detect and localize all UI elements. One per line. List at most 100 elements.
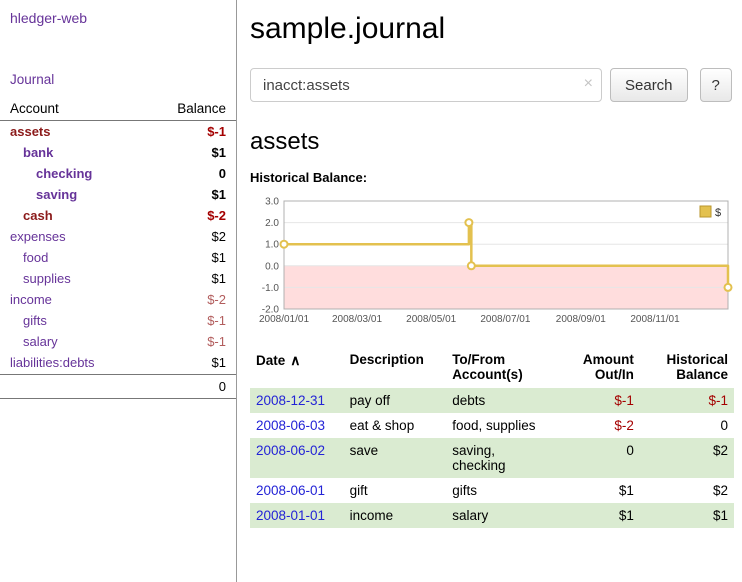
txn-balance-cell: $1	[712, 508, 728, 523]
txn-description-cell: income	[349, 508, 394, 523]
account-balance: $-1	[207, 334, 226, 349]
account-link[interactable]: assets	[10, 124, 51, 139]
page-title: sample.journal	[250, 12, 446, 45]
account-tree-row: food $1	[0, 247, 236, 268]
account-balance: $1	[211, 187, 226, 202]
account-tree-row: liabilities:debts $1	[0, 352, 236, 373]
txn-accounts-cell: gifts	[452, 483, 477, 498]
svg-text:1.0: 1.0	[265, 240, 279, 251]
table-row: 2008-12-31 pay off debts $-1 $-1	[250, 388, 734, 413]
account-link[interactable]: gifts	[23, 313, 47, 328]
account-tree-row: saving $1	[0, 184, 236, 205]
account-link[interactable]: supplies	[23, 271, 71, 286]
account-heading: assets	[250, 128, 320, 155]
txn-date-link[interactable]: 2008-01-01	[256, 508, 326, 523]
main-content: sample.journal × Search ? assets Histori…	[238, 0, 742, 582]
account-link[interactable]: saving	[36, 187, 78, 202]
table-row: 2008-06-02 save saving, checking 0 $2	[250, 438, 734, 478]
account-balance: 0	[218, 166, 226, 181]
account-link[interactable]: liabilities:debts	[10, 355, 95, 370]
account-table-header: Account Balance	[0, 97, 236, 121]
app-title-link[interactable]: hledger-web	[10, 10, 88, 26]
table-row: 2008-06-01 gift gifts $1 $2	[250, 478, 734, 503]
register-header-row: Date ∧ Description To/From Account(s) Amo…	[250, 350, 734, 388]
sidebar-item-journal[interactable]: Journal	[10, 72, 55, 87]
txn-amount-cell: 0	[626, 443, 634, 458]
txn-date-cell: 2008-06-02	[250, 438, 344, 478]
account-balance: $-1	[207, 313, 226, 328]
account-tree-row: income $-2	[0, 289, 236, 310]
clear-search-icon[interactable]: ×	[583, 75, 593, 92]
txn-date-link[interactable]: 2008-12-31	[256, 393, 326, 408]
txn-date-cell: 2008-06-03	[250, 413, 344, 438]
account-tree-row: assets $-1	[0, 121, 236, 142]
account-tree: assets $-1 bank $1 checking 0 saving $1 cash $-2 e…	[0, 121, 236, 373]
table-row: 2008-01-01 income salary $1 $1	[250, 503, 734, 528]
account-total-row: 0	[0, 374, 236, 399]
txn-amount-cell: $-2	[614, 418, 634, 433]
txn-description-cell: pay off	[349, 393, 390, 408]
account-balance: $2	[211, 229, 226, 244]
account-link[interactable]: expenses	[10, 229, 66, 244]
table-row: 2008-06-03 eat & shop food, supplies $-2 0	[250, 413, 734, 438]
txn-date-link[interactable]: 2008-06-02	[256, 443, 326, 458]
account-tree-row: supplies $1	[0, 268, 236, 289]
account-tree-row: gifts $-1	[0, 310, 236, 331]
col-balance: Historical Balance	[666, 352, 728, 382]
account-tree-row: salary $-1	[0, 331, 236, 352]
svg-text:-2.0: -2.0	[262, 305, 280, 316]
txn-date-link[interactable]: 2008-06-01	[256, 483, 326, 498]
txn-amount-cell: $-1	[614, 393, 634, 408]
svg-text:2008/03/01: 2008/03/01	[332, 314, 382, 325]
svg-text:2008/11/01: 2008/11/01	[630, 314, 680, 325]
txn-date-link[interactable]: 2008-06-03	[256, 418, 326, 433]
account-tree-row: checking 0	[0, 163, 236, 184]
txn-date-cell: 2008-06-01	[250, 478, 344, 503]
col-amount: Amount Out/In	[582, 352, 634, 382]
txn-accounts-cell: saving, checking	[452, 443, 506, 473]
svg-text:2008/07/01: 2008/07/01	[480, 314, 530, 325]
search-input[interactable]	[250, 68, 602, 102]
account-link[interactable]: income	[10, 292, 52, 307]
account-link[interactable]: salary	[23, 334, 58, 349]
account-balance: $1	[211, 145, 226, 160]
txn-accounts-cell: debts	[452, 393, 486, 408]
txn-date-cell: 2008-01-01	[250, 503, 344, 528]
account-balance: $-1	[207, 124, 226, 139]
search-button[interactable]: Search	[610, 68, 688, 102]
historical-balance-chart: 3.0 2.0 1.0 0.0 -1.0 -2.0 2008/01/01 2008/03/01…	[250, 193, 734, 334]
txn-balance-cell: $2	[712, 483, 728, 498]
txn-balance-cell: 0	[720, 418, 728, 433]
svg-text:2008/01/01: 2008/01/01	[259, 314, 309, 325]
account-link[interactable]: bank	[23, 145, 54, 160]
svg-text:2008/05/01: 2008/05/01	[406, 314, 456, 325]
account-link[interactable]: food	[23, 250, 49, 265]
txn-balance-cell: $2	[712, 443, 728, 458]
account-tree-row: expenses $2	[0, 226, 236, 247]
col-date[interactable]: Date ∧	[250, 350, 344, 388]
svg-text:-1.0: -1.0	[262, 283, 280, 294]
txn-description-cell: gift	[349, 483, 368, 498]
txn-amount-cell: $1	[618, 508, 634, 523]
account-balance: $1	[211, 250, 226, 265]
date-header-label: Date	[256, 353, 286, 368]
sort-asc-icon: ∧	[290, 352, 301, 368]
register-table: Date ∧ Description To/From Account(s) Amo…	[250, 350, 734, 528]
txn-balance-cell: $-1	[708, 393, 728, 408]
txn-accounts-cell: food, supplies	[452, 418, 536, 433]
chart-title: Historical Balance:	[250, 170, 368, 185]
col-description: Description	[349, 352, 424, 367]
account-link[interactable]: cash	[23, 208, 53, 223]
txn-description-cell: eat & shop	[349, 418, 415, 433]
help-button[interactable]: ?	[699, 68, 732, 102]
svg-text:$: $	[715, 207, 721, 219]
account-link[interactable]: checking	[36, 166, 93, 181]
txn-description-cell: save	[349, 443, 379, 458]
svg-text:2008/09/01: 2008/09/01	[556, 314, 606, 325]
account-balance: $-2	[207, 208, 226, 223]
svg-text:2.0: 2.0	[265, 218, 279, 229]
txn-accounts-cell: salary	[452, 508, 489, 523]
search-bar: × Search ?	[250, 68, 734, 102]
total-balance: 0	[218, 379, 226, 394]
